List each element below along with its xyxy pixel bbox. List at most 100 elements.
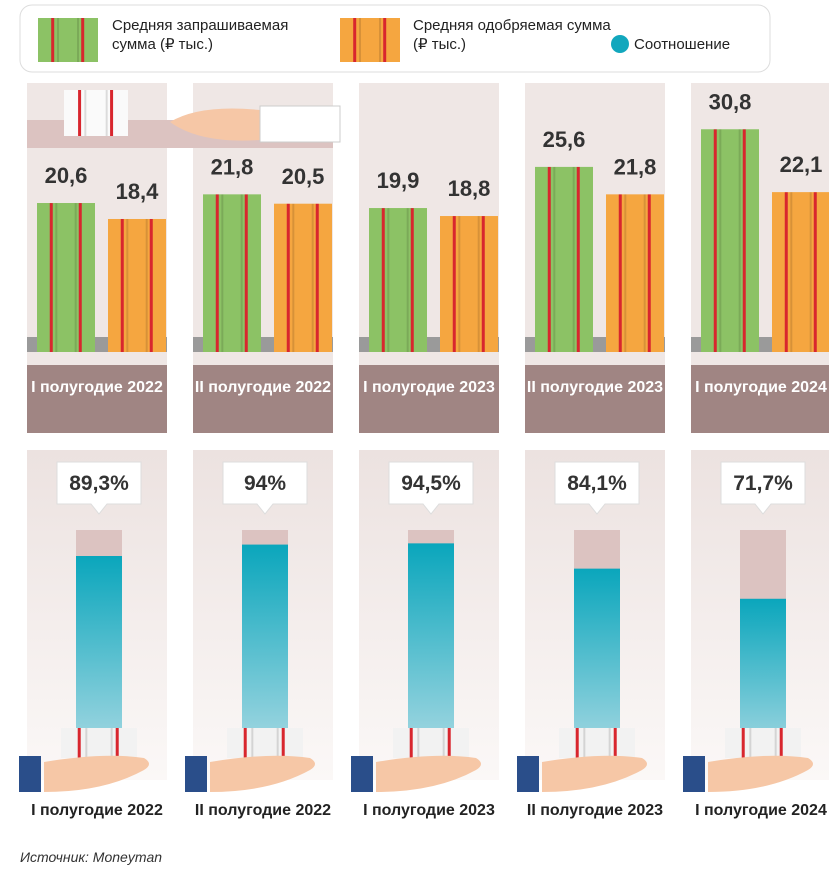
- page: Источник: Moneyman 20,621,819,925,630,81…: [0, 0, 829, 887]
- money-band: [287, 204, 290, 352]
- money-band: [548, 167, 551, 352]
- stack-divider: [443, 728, 445, 758]
- stack-divider: [111, 728, 113, 758]
- stack-divider: [84, 90, 86, 136]
- stack-divider: [790, 192, 792, 352]
- value-label: 94%: [244, 472, 286, 495]
- money-band: [382, 208, 385, 352]
- decor-hand: [708, 756, 813, 792]
- decor-cuff: [19, 756, 41, 792]
- value-label: 20,6: [45, 163, 88, 188]
- stack-divider: [359, 18, 361, 62]
- stack-divider: [292, 204, 294, 352]
- money-band: [244, 728, 247, 758]
- bar-texture: [203, 194, 261, 352]
- decor-money: [393, 728, 469, 758]
- stack-divider: [221, 194, 223, 352]
- money-band: [648, 194, 651, 352]
- money-band: [353, 18, 356, 62]
- category-label: II полугодие 2022: [193, 377, 333, 398]
- money-band: [411, 208, 414, 352]
- category-label: II полугодие 2022: [183, 800, 343, 821]
- stack-divider: [609, 728, 611, 758]
- bar-texture: [701, 129, 759, 352]
- money-band: [150, 219, 153, 352]
- money-band: [51, 18, 54, 62]
- money-band: [453, 216, 456, 352]
- stack-divider: [85, 728, 87, 758]
- decor-money: [61, 728, 137, 758]
- value-label: 25,6: [543, 127, 586, 152]
- label-box: [359, 365, 499, 433]
- label-box: [691, 365, 829, 433]
- decor-cuff: [517, 756, 539, 792]
- value-label: 94,5%: [401, 472, 461, 495]
- money-band: [814, 192, 817, 352]
- stack-divider: [379, 18, 381, 62]
- label-box: [193, 365, 333, 433]
- decor-hand: [44, 756, 149, 792]
- money-band: [448, 728, 451, 758]
- money-band: [410, 728, 413, 758]
- money-band: [780, 728, 783, 758]
- bar-texture: [274, 204, 332, 352]
- bar-texture: [369, 208, 427, 352]
- stack-divider: [583, 728, 585, 758]
- label-box: [27, 365, 167, 433]
- stack-divider: [146, 219, 148, 352]
- stack-divider: [573, 167, 575, 352]
- decor-money: [227, 728, 303, 758]
- stack-divider: [478, 216, 480, 352]
- bar-texture: [108, 219, 166, 352]
- category-label: I полугодие 2022: [27, 377, 167, 398]
- money-band: [81, 18, 84, 62]
- money-band: [245, 194, 248, 352]
- legend-label: Соотношение: [634, 35, 764, 54]
- stack-divider: [251, 728, 253, 758]
- value-label: 18,4: [116, 179, 160, 204]
- decor-cuff: [185, 756, 207, 792]
- stack-divider: [241, 194, 243, 352]
- value-label: 18,8: [448, 176, 491, 201]
- stack-divider: [75, 203, 77, 352]
- money-band: [78, 90, 81, 136]
- value-label: 21,8: [614, 154, 657, 179]
- legend-swatch: [611, 35, 629, 53]
- legend-label: Средняя одобряемая сумма (₽ тыс.): [413, 16, 613, 54]
- stack-divider: [775, 728, 777, 758]
- money-band: [316, 204, 319, 352]
- stack-divider: [553, 167, 555, 352]
- decor-hand: [542, 756, 647, 792]
- stack-divider: [458, 216, 460, 352]
- money-band: [614, 728, 617, 758]
- legend-label: Средняя запрашиваемая сумма (₽ тыс.): [112, 16, 332, 54]
- category-label: I полугодие 2023: [359, 377, 499, 398]
- stack-divider: [810, 192, 812, 352]
- value-label: 22,1: [780, 152, 823, 177]
- category-label: I полугодие 2022: [17, 800, 177, 821]
- category-label: II полугодие 2023: [525, 377, 665, 398]
- value-label: 20,5: [282, 164, 325, 189]
- stack-divider: [126, 219, 128, 352]
- decor-cuff: [683, 756, 705, 792]
- money-band: [79, 203, 82, 352]
- decor-cuff: [351, 756, 373, 792]
- money-band: [619, 194, 622, 352]
- decor-hand: [376, 756, 481, 792]
- value-label: 71,7%: [733, 472, 793, 495]
- category-label: I полугодие 2024: [691, 377, 829, 398]
- decor-cuff: [260, 106, 340, 142]
- category-label: II полугодие 2023: [515, 800, 675, 821]
- money-band: [742, 728, 745, 758]
- bar-texture: [37, 203, 95, 352]
- money-band: [383, 18, 386, 62]
- label-box: [525, 365, 665, 433]
- stack-divider: [312, 204, 314, 352]
- stack-divider: [624, 194, 626, 352]
- decor-hand: [210, 756, 315, 792]
- source: Источник: Moneyman: [20, 849, 162, 865]
- money-band: [282, 728, 285, 758]
- legend-swatch: [38, 18, 98, 62]
- bar-texture: [440, 216, 498, 352]
- value-label: 84,1%: [567, 472, 627, 495]
